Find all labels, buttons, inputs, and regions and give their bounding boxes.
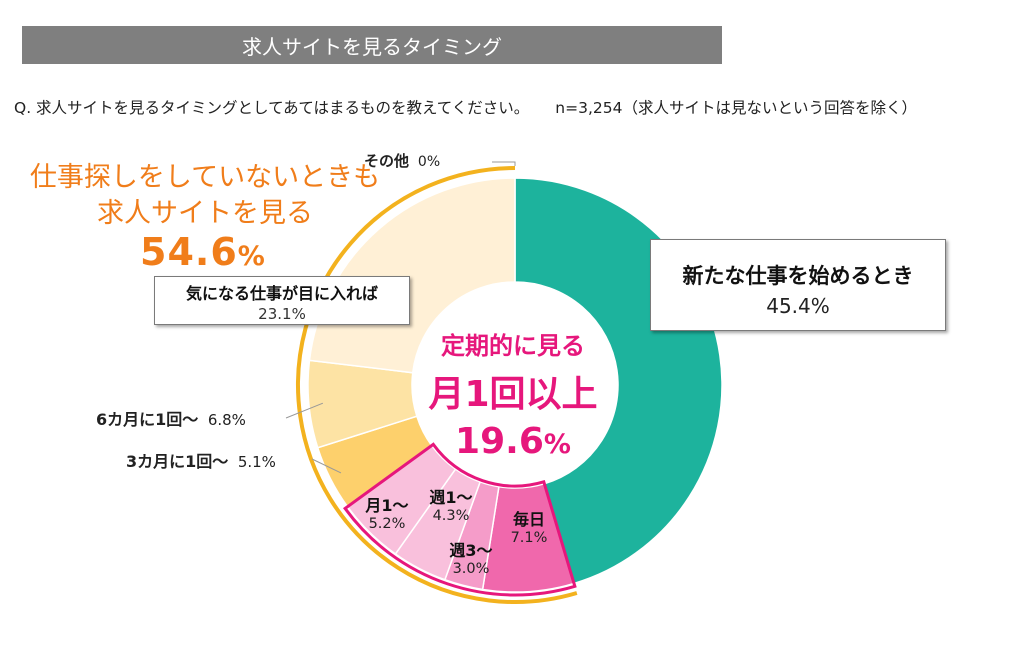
label-six-month: 6カ月に1回〜 6.8% — [96, 406, 246, 430]
question-line: Q. 求人サイトを見るタイミングとしてあてはまるものを教えてください。 n=3,2… — [14, 96, 917, 118]
label-other-value: 0% — [417, 154, 441, 170]
label-weekly1: 週1〜 4.3% — [423, 484, 479, 524]
label-three-month-value: 5.1% — [237, 453, 276, 471]
label-interesting: 気になる仕事が目に入れば 23.1% — [154, 276, 410, 325]
regular-value: 19.6 — [455, 421, 544, 462]
label-six-month-value: 6.8% — [207, 411, 246, 429]
question-text: Q. 求人サイトを見るタイミングとしてあてはまるものを教えてください。 — [14, 99, 530, 117]
regular-line-1: 定期的に見る — [441, 332, 585, 360]
label-daily-value: 7.1% — [510, 530, 548, 546]
label-monthly-value: 5.2% — [368, 516, 406, 532]
label-six-month-title: 6カ月に1回〜 — [96, 410, 199, 429]
label-new-job-title: 新たな仕事を始めるとき — [682, 264, 914, 288]
regular-line-2: 月1回以上 — [428, 374, 598, 415]
leader-three-month — [311, 458, 342, 474]
label-weekly1-title: 週1〜 — [429, 488, 473, 507]
header-title: 求人サイトを見るタイミング — [242, 34, 502, 59]
label-daily: 毎日 7.1% — [502, 506, 556, 546]
callout-line-2: 求人サイトを見る — [97, 198, 313, 229]
regular-percent: 19.6% — [405, 421, 621, 462]
leader-six-month — [285, 402, 324, 419]
label-weekly3-value: 3.0% — [452, 561, 490, 577]
label-weekly3-title: 週3〜 — [449, 541, 493, 560]
not-job-hunting-callout: 仕事探しをしていないときも 求人サイトを見る — [10, 160, 400, 232]
not-job-hunting-arc — [296, 166, 578, 604]
header-bar: 求人サイトを見るタイミング — [22, 26, 722, 64]
leader-other — [492, 161, 516, 166]
label-other-title: その他 — [364, 152, 410, 170]
label-weekly1-value: 4.3% — [432, 508, 470, 524]
not-job-hunting-value: 54.6 — [140, 230, 238, 274]
label-three-month: 3カ月に1回〜 5.1% — [126, 448, 276, 472]
label-other: その他 0% — [364, 150, 440, 171]
label-monthly-title: 月1〜 — [365, 496, 409, 515]
label-interesting-title: 気になる仕事が目に入れば — [185, 284, 378, 303]
not-job-hunting-unit: % — [237, 241, 266, 272]
label-weekly3: 週3〜 3.0% — [442, 537, 500, 577]
leader-lines — [285, 161, 516, 474]
regular-viewing-callout: 定期的に見る 月1回以上 19.6% — [405, 326, 621, 462]
not-job-hunting-percent: 54.6% — [140, 230, 266, 274]
regular-unit: % — [543, 429, 571, 460]
sample-size: n=3,254（求人サイトは見ないという回答を除く） — [555, 99, 917, 117]
regular-viewing-outline — [343, 442, 577, 597]
label-new-job-value: 45.4% — [766, 294, 830, 318]
label-new-job: 新たな仕事を始めるとき 45.4% — [650, 239, 946, 331]
label-monthly: 月1〜 5.2% — [362, 492, 412, 532]
label-three-month-title: 3カ月に1回〜 — [126, 452, 229, 471]
callout-line-1: 仕事探しをしていないときも — [29, 162, 381, 193]
label-daily-title: 毎日 — [512, 510, 545, 529]
label-interesting-value: 23.1% — [258, 305, 306, 323]
